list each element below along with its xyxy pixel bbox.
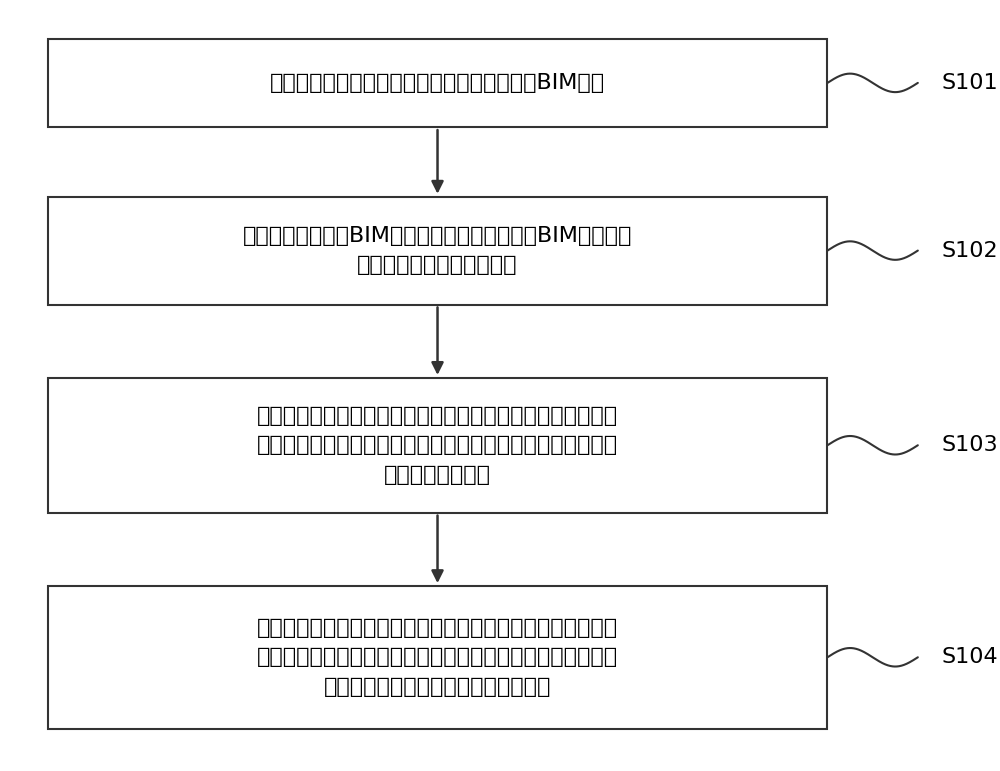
Text: 获取预设历史时间段内的施工工程进度及其对应的已使用物料
信息，拟合施工工程进度与物料信息关系，预估剩余施工工程
所需要的物料信息: 获取预设历史时间段内的施工工程进度及其对应的已使用物料 信息，拟合施工工程进度与…: [257, 406, 618, 485]
Text: S102: S102: [942, 241, 998, 261]
Text: 获取施工现场三维数据，构建实时施工工程的BIM模型: 获取施工现场三维数据，构建实时施工工程的BIM模型: [270, 73, 605, 93]
Text: S103: S103: [942, 436, 998, 455]
FancyBboxPatch shape: [48, 197, 827, 305]
Text: 将实时施工工程的BIM模型与计划施工完成后的BIM模型比对
，判断实时施工工程的进度: 将实时施工工程的BIM模型与计划施工完成后的BIM模型比对 ，判断实时施工工程的…: [243, 226, 632, 275]
Text: S104: S104: [942, 648, 998, 667]
Text: S101: S101: [942, 73, 998, 93]
FancyBboxPatch shape: [48, 39, 827, 127]
FancyBboxPatch shape: [48, 378, 827, 513]
FancyBboxPatch shape: [48, 586, 827, 729]
Text: 将预估的物料信息与施工现场当前库存的物料信息比对，根据
匮乏采买入库及多余库存保留的原则，生成物料管控策略，以
下发至监控终端来保障施工工程的进度: 将预估的物料信息与施工现场当前库存的物料信息比对，根据 匮乏采买入库及多余库存保…: [257, 618, 618, 697]
